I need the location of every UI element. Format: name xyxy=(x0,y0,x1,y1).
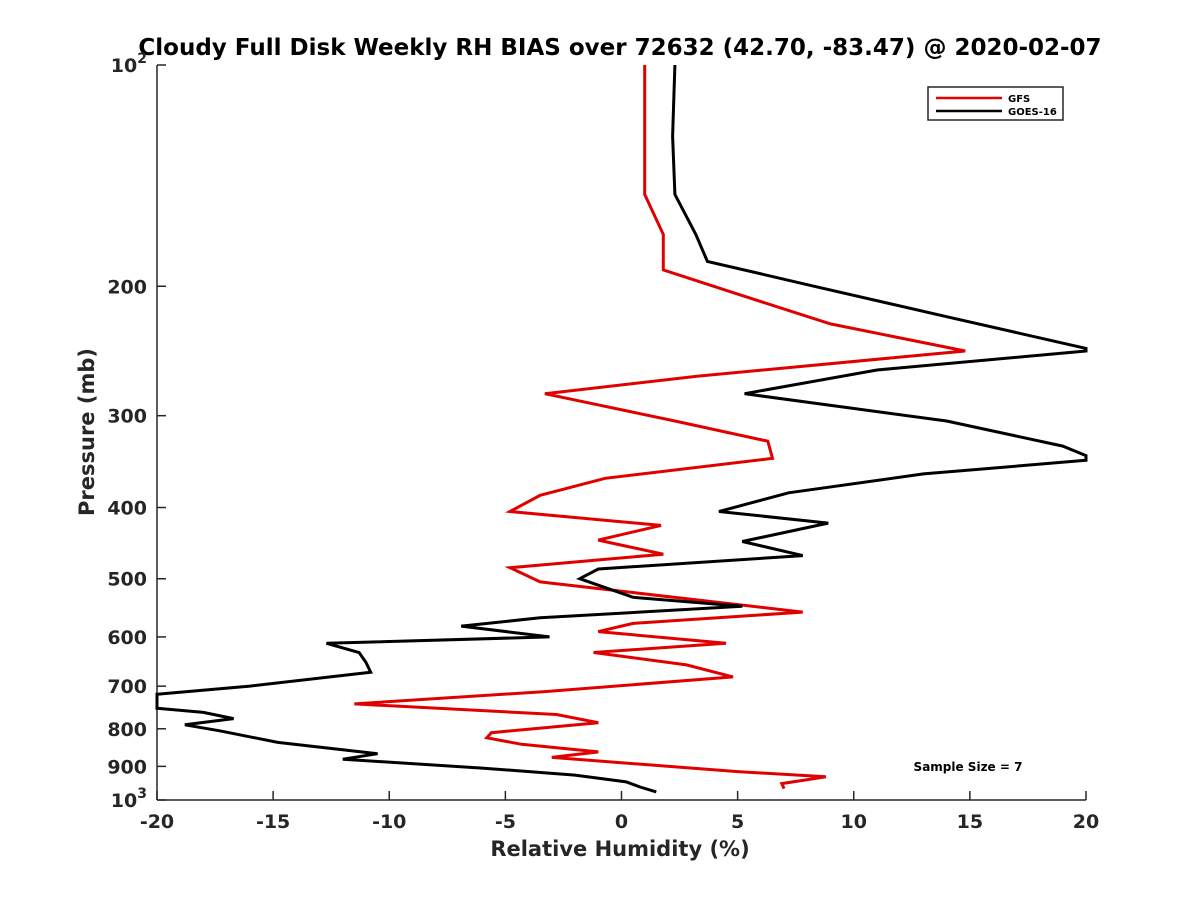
y-ticks: 102 200 300 400 500 600 700 800 900 103 xyxy=(107,51,166,812)
y-tick-label: 900 xyxy=(107,756,147,778)
x-tick-label: -10 xyxy=(372,811,406,833)
plot-area xyxy=(156,65,1086,801)
series-line-gfs xyxy=(354,65,966,790)
x-tick-label: 20 xyxy=(1073,811,1099,833)
series-line-goes-16 xyxy=(155,64,1088,794)
x-axis-label: Relative Humidity (%) xyxy=(490,837,749,861)
x-tick-label: 15 xyxy=(957,811,983,833)
y-tick-label: 400 xyxy=(107,498,147,520)
legend[interactable]: GFS GOES-16 xyxy=(927,86,1064,121)
y-axis-label: Pressure (mb) xyxy=(75,348,99,516)
x-tick-label: -15 xyxy=(256,811,290,833)
x-tick-label: -5 xyxy=(495,811,516,833)
y-tick-label: 102 xyxy=(111,51,147,77)
y-tick-label: 300 xyxy=(107,406,147,428)
x-tick-label: 0 xyxy=(615,811,628,833)
legend-label: GFS xyxy=(1008,94,1030,105)
x-tick-label: 10 xyxy=(841,811,867,833)
y-tick-label: 500 xyxy=(107,569,147,591)
y-tick-label: 800 xyxy=(107,719,147,741)
sample-size-annotation: Sample Size = 7 xyxy=(914,760,1023,774)
x-ticks: -20 -15 -10 -5 0 5 10 15 20 xyxy=(140,791,1099,833)
series-layer xyxy=(155,64,1088,794)
y-tick-label: 600 xyxy=(107,627,147,649)
legend-box xyxy=(927,86,1064,121)
y-tick-label: 700 xyxy=(107,676,147,698)
legend-label: GOES-16 xyxy=(1008,107,1057,118)
x-tick-label: 5 xyxy=(731,811,744,833)
y-tick-label: 200 xyxy=(107,276,147,298)
x-tick-label: -20 xyxy=(140,811,174,833)
chart-title: Cloudy Full Disk Weekly RH BIAS over 726… xyxy=(138,35,1101,61)
y-tick-label: 103 xyxy=(111,786,147,812)
